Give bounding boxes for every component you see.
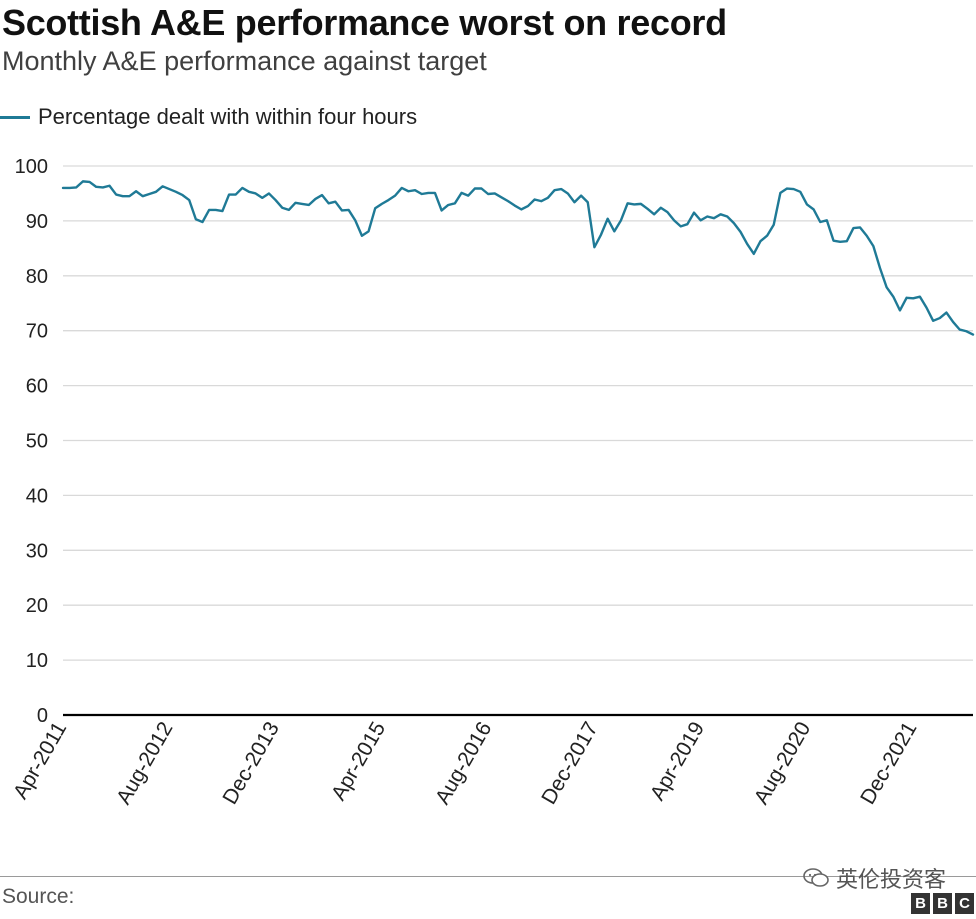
y-axis-tick-labels: 0 10 20 30 40 50 60 70 80 90 100 (15, 156, 48, 727)
wechat-icon (803, 868, 829, 887)
y-tick-label: 20 (26, 595, 48, 617)
y-tick-label: 30 (26, 540, 48, 562)
y-tick-label: 70 (26, 321, 48, 343)
x-tick-label: Apr-2019 (646, 718, 709, 804)
y-tick-label: 10 (26, 650, 48, 672)
y-tick-label: 0 (37, 705, 48, 727)
x-tick-label: Dec-2021 (856, 718, 921, 808)
x-tick-label: Dec-2017 (537, 718, 602, 808)
gridlines (63, 165, 973, 661)
x-tick-label: Apr-2015 (327, 718, 390, 804)
x-tick-label: Aug-2016 (431, 718, 496, 808)
legend-line-swatch (0, 115, 30, 119)
y-tick-label: 100 (15, 156, 48, 178)
y-tick-label: 60 (26, 376, 48, 398)
series-lines (61, 180, 975, 336)
x-tick-label: Aug-2012 (112, 718, 177, 808)
source-label: Source: (2, 885, 75, 908)
y-tick-label: 80 (26, 266, 48, 288)
bbc-logo-letter: C (955, 893, 974, 914)
x-tick-label: Dec-2013 (218, 718, 283, 808)
x-tick-label: Aug-2020 (750, 718, 815, 808)
chart-subtitle: Monthly A&E performance against target (2, 46, 487, 76)
bbc-logo-letter: B (911, 893, 930, 914)
bbc-logo-letter: B (933, 893, 952, 914)
bbc-logo: B B C (911, 893, 974, 914)
y-tick-label: 50 (26, 431, 48, 453)
watermark-text: 英伦投资客 (835, 867, 946, 892)
watermark: 英伦投资客 (802, 862, 946, 894)
chart-title: Scottish A&E performance worst on record (2, 2, 727, 43)
legend: Percentage dealt with within four hours (0, 103, 417, 131)
y-tick-label: 40 (26, 485, 48, 507)
legend-label: Percentage dealt with within four hours (38, 104, 418, 129)
source-divider (0, 876, 976, 877)
y-tick-label: 90 (26, 211, 48, 233)
series-line (61, 180, 975, 336)
line-chart: 0 10 20 30 40 50 60 70 80 90 100 Apr-2011 Aug-2012 D… (9, 156, 975, 808)
x-axis-tick-labels: Apr-2011 Aug-2012 Dec-2013 Apr-2015 Aug-2016… (9, 718, 922, 808)
x-tick-label: Apr-2011 (9, 718, 71, 803)
